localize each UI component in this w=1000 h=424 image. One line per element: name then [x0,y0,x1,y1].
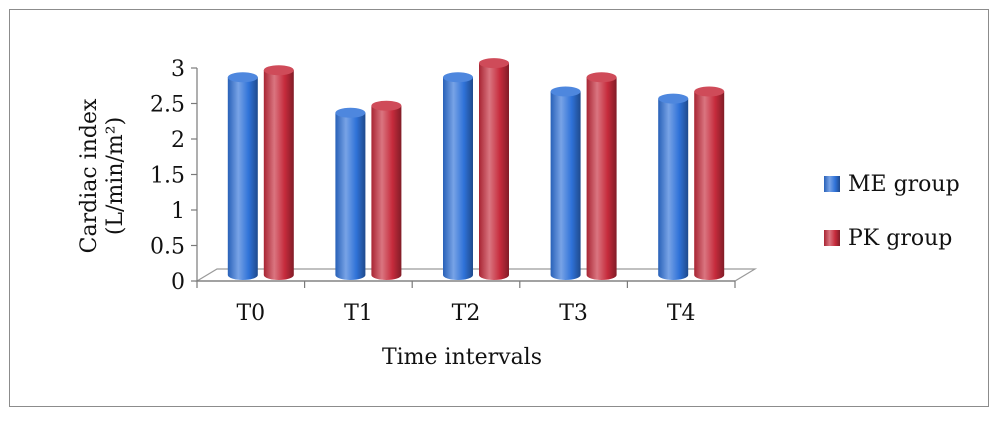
legend-item-me-group: ME group [824,172,960,197]
y-tick-label: 1.5 [150,164,185,189]
x-tick-label: T3 [559,301,588,326]
bar-me-group-t4 [658,93,689,280]
legend-swatch [824,176,840,192]
y-tick-label: 2 [171,128,185,153]
bar-pk-group-t3 [586,72,617,280]
legend: ME group PK group [824,172,960,251]
bar-me-group-t1 [335,107,366,280]
bar-pk-group-t4 [694,86,725,280]
x-tick-label: T1 [344,301,373,326]
legend-swatch [824,230,840,246]
axes: 0 0.5 1 1.5 2 2.5 3 T0 T1 T2 T3 T4 [150,57,736,326]
x-tick-label: T4 [667,301,696,326]
y-axis-title-line2: (L/min/m²) [103,117,128,235]
legend-label: PK group [848,226,952,251]
bar-pk-group-t1 [371,100,402,280]
y-tick-label: 1 [171,199,185,224]
x-tick-label: T0 [236,301,265,326]
y-tick-label: 0 [171,270,185,295]
bars [227,58,725,280]
bar-pk-group-t2 [479,58,509,280]
x-axis-title: Time intervals [382,345,542,370]
bar-me-group-t0 [227,72,258,280]
legend-label: ME group [848,172,960,197]
y-tick-label: 0.5 [150,235,185,260]
bar-pk-group-t0 [263,65,294,280]
y-axis-title-line1: Cardiac index [77,98,102,253]
bar-me-group-t3 [550,86,581,280]
x-tick-label: T2 [452,301,481,326]
bar-me-group-t2 [443,72,473,280]
legend-item-pk-group: PK group [824,226,952,251]
labels: Time intervals Cardiac index (L/min/m²) [77,98,542,370]
y-tick-label: 3 [171,57,185,82]
y-tick-label: 2.5 [150,93,185,118]
